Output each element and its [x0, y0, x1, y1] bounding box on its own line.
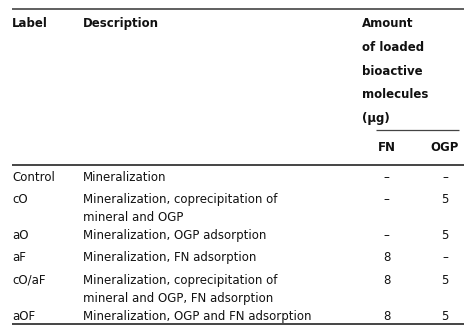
Text: 8: 8	[383, 310, 390, 322]
Text: Amount: Amount	[362, 17, 413, 30]
Text: 5: 5	[441, 193, 449, 206]
Text: cO/aF: cO/aF	[12, 274, 45, 287]
Text: bioactive: bioactive	[362, 65, 422, 78]
Text: aOF: aOF	[12, 310, 35, 322]
Text: –: –	[384, 193, 389, 206]
Text: Label: Label	[12, 17, 48, 30]
Text: molecules: molecules	[362, 88, 428, 101]
Text: –: –	[442, 251, 448, 264]
Text: cO: cO	[12, 193, 28, 206]
Text: 8: 8	[383, 251, 390, 264]
Text: –: –	[384, 229, 389, 242]
Text: FN: FN	[377, 141, 396, 154]
Text: (μg): (μg)	[362, 112, 389, 125]
Text: Mineralization, OGP and FN adsorption: Mineralization, OGP and FN adsorption	[83, 310, 312, 322]
Text: 5: 5	[441, 274, 449, 287]
Text: mineral and OGP: mineral and OGP	[83, 211, 184, 224]
Text: of loaded: of loaded	[362, 41, 424, 54]
Text: 5: 5	[441, 229, 449, 242]
Text: Description: Description	[83, 17, 159, 30]
Text: aO: aO	[12, 229, 29, 242]
Text: Control: Control	[12, 171, 55, 184]
Text: Mineralization: Mineralization	[83, 171, 167, 184]
Text: Mineralization, OGP adsorption: Mineralization, OGP adsorption	[83, 229, 267, 242]
Text: 8: 8	[383, 274, 390, 287]
Text: 5: 5	[441, 310, 449, 322]
Text: Mineralization, FN adsorption: Mineralization, FN adsorption	[83, 251, 257, 264]
Text: aF: aF	[12, 251, 26, 264]
Text: –: –	[442, 171, 448, 184]
Text: OGP: OGP	[431, 141, 459, 154]
Text: Mineralization, coprecipitation of: Mineralization, coprecipitation of	[83, 193, 278, 206]
Text: –: –	[384, 171, 389, 184]
Text: mineral and OGP, FN adsorption: mineral and OGP, FN adsorption	[83, 292, 274, 305]
Text: Mineralization, coprecipitation of: Mineralization, coprecipitation of	[83, 274, 278, 287]
